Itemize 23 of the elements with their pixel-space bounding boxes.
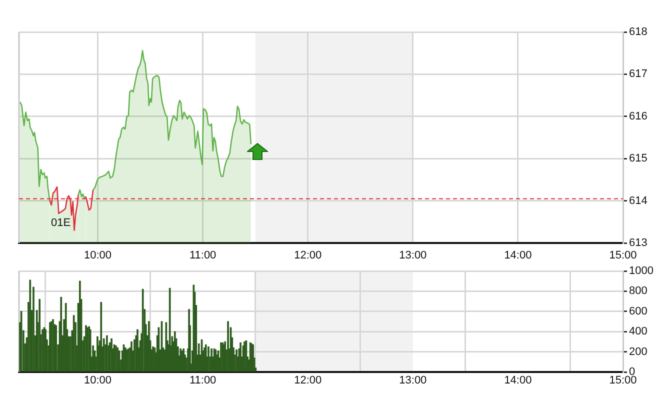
annotation: 01E (51, 217, 71, 230)
y-tick-label: 618 (629, 26, 648, 38)
x-tick-label: 11:00 (189, 374, 216, 387)
y-tick-label: 200 (629, 346, 648, 358)
y-tick-label: 613 (629, 237, 648, 250)
x-tick-label: 12:00 (294, 374, 322, 387)
y-tick-label: 1000 (629, 265, 654, 278)
y-tick-label: 614 (629, 194, 648, 207)
y-tick-label: 600 (629, 305, 648, 318)
x-tick-label: 13:00 (399, 374, 427, 387)
y-tick-label: 400 (629, 326, 648, 338)
x-tick-label: 11:00 (189, 250, 216, 262)
y-tick-label: 617 (629, 68, 648, 80)
x-tick-label: 10:00 (84, 374, 112, 387)
x-tick-label: 10:00 (84, 250, 112, 262)
y-tick-label: 800 (629, 285, 648, 298)
x-tick-label: 14:00 (504, 250, 532, 262)
x-tick-label: 13:00 (399, 250, 427, 262)
y-tick-label: 616 (629, 110, 648, 122)
x-tick-label: 15:00 (609, 250, 637, 262)
x-tick-label: 12:00 (294, 250, 322, 262)
x-tick-label: 14:00 (504, 374, 532, 387)
y-tick-label: 615 (629, 152, 648, 165)
